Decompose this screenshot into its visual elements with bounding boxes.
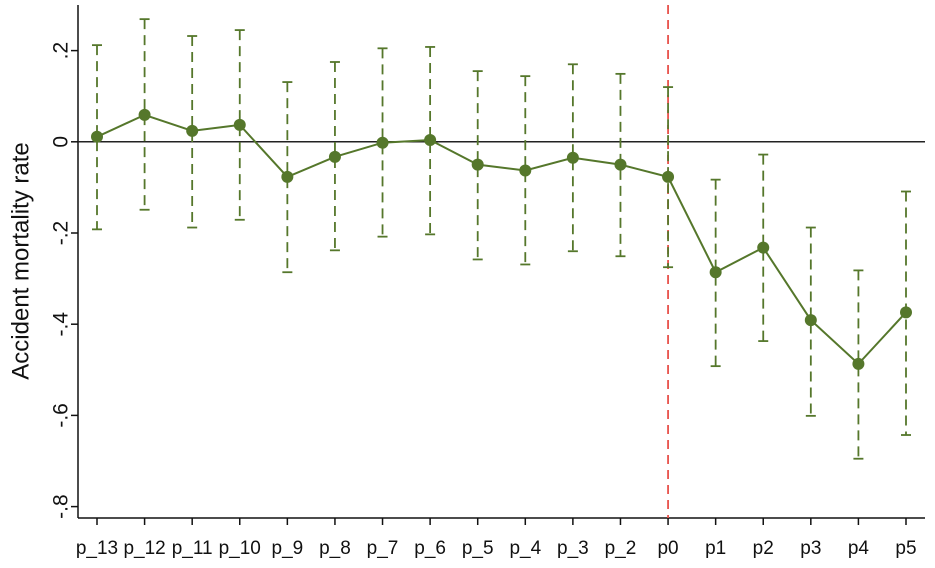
point: [233, 118, 246, 131]
point: [852, 357, 865, 370]
error-bar: [615, 72, 626, 258]
y-tick-label: -.4: [50, 312, 73, 337]
point: [91, 130, 103, 143]
point: [804, 314, 817, 327]
x-tick-label: p_9: [272, 538, 304, 559]
x-tick-label: p0: [657, 538, 678, 559]
x-tick-label: p3: [800, 538, 821, 559]
point: [614, 158, 627, 171]
y-tick-label: 0: [50, 136, 73, 148]
error-bar: [425, 46, 436, 236]
error-bar: [282, 81, 293, 274]
y-tick-label: .2: [50, 42, 73, 60]
error-bar: [663, 86, 674, 269]
x-tick-label: p2: [753, 538, 774, 559]
x-tick-label: p_2: [605, 538, 637, 559]
error-bar: [139, 18, 150, 211]
x-tick-label: p5: [895, 538, 916, 559]
error-bar: [758, 153, 769, 342]
point: [757, 241, 770, 254]
x-tick-label: p_4: [509, 538, 541, 559]
point: [471, 158, 484, 171]
x-tick-label: p_7: [367, 538, 399, 559]
error-bar: [329, 61, 340, 252]
point: [424, 133, 437, 146]
error-bar: [472, 70, 483, 261]
x-tick-label: p_11: [172, 538, 213, 559]
point: [328, 150, 341, 163]
point: [519, 164, 532, 177]
x-tick-label: p_8: [319, 538, 351, 559]
x-tick-label: p_10: [219, 538, 261, 559]
error-bar: [234, 29, 245, 221]
y-tick-label: -.6: [50, 403, 73, 428]
error-bar: [377, 47, 388, 238]
y-tick-label: -.2: [50, 221, 73, 246]
error-bar: [567, 63, 578, 253]
point: [566, 151, 579, 164]
x-tick-label: p1: [705, 538, 726, 559]
x-tick-label: p_13: [76, 538, 118, 559]
x-tick-label: p_3: [557, 538, 589, 559]
y-tick-label: -.8: [50, 494, 73, 519]
error-bar: [710, 178, 721, 368]
point: [900, 306, 912, 319]
x-tick-label: p_12: [123, 538, 165, 559]
point: [376, 136, 389, 149]
series-line: [96, 113, 907, 366]
error-bar: [805, 226, 816, 417]
error-bar: [520, 75, 531, 266]
point: [662, 170, 675, 183]
x-tick-label: p_6: [414, 538, 446, 559]
point: [138, 108, 151, 121]
x-tick-label: p_5: [462, 538, 494, 559]
y-axis-title: Accident mortality rate: [7, 142, 34, 379]
error-bar: [92, 44, 102, 231]
point: [186, 124, 199, 137]
point: [281, 170, 294, 183]
error-bar: [853, 269, 864, 460]
x-tick-label: p4: [848, 538, 870, 559]
point: [709, 266, 722, 279]
error-bar: [187, 35, 198, 229]
